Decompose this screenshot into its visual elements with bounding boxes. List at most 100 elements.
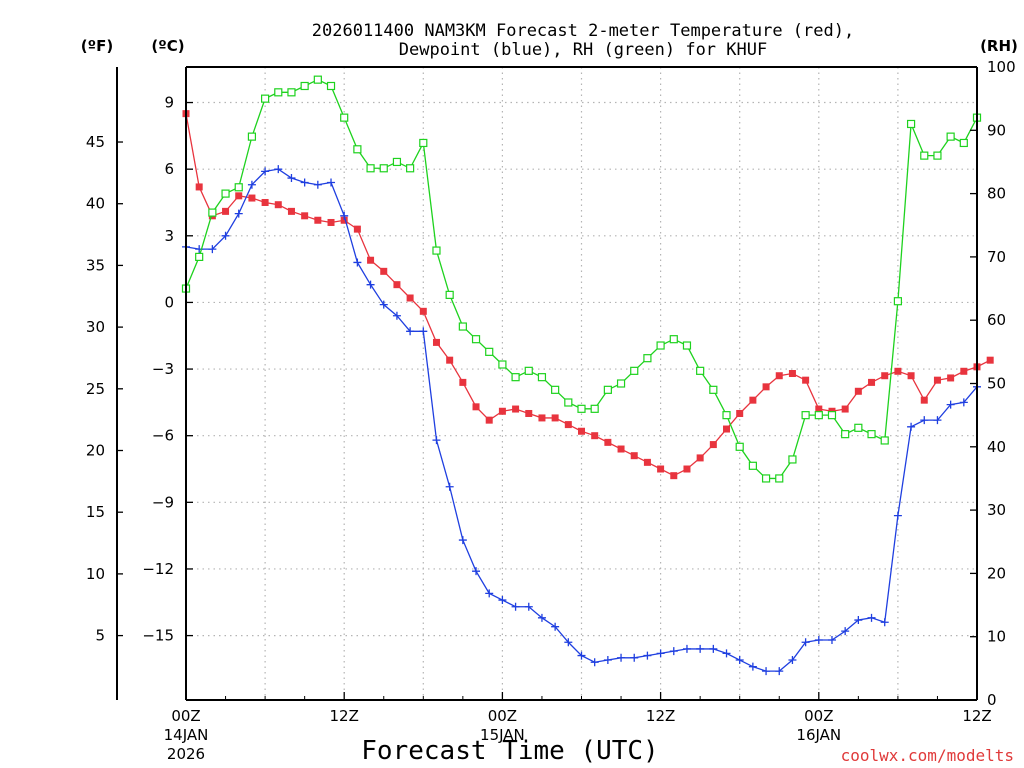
series-2-point-13 <box>353 145 362 154</box>
x-tick-date-4: 16JAN <box>796 726 841 744</box>
series-2-point-53 <box>880 436 889 445</box>
series-2-point-10 <box>313 75 322 84</box>
rh-unit-label: (RH) <box>980 37 1018 55</box>
series-1-point-47 <box>801 638 810 647</box>
series-1-point-36 <box>656 649 665 658</box>
series-1-point-58 <box>946 400 955 409</box>
series-2-point-54 <box>893 297 903 306</box>
series-0-point-7 <box>274 201 282 209</box>
fahrenheit-tick-label-4: 25 <box>86 380 105 398</box>
rh-tick-label-1: 10 <box>987 628 1006 646</box>
series-1-point-41 <box>722 649 731 658</box>
x-axis-label: Forecast Time (UTC) <box>361 736 658 766</box>
celsius-tick-label-5: −6 <box>152 427 174 445</box>
series-2-point-14 <box>366 164 375 173</box>
series-1-point-22 <box>472 567 481 576</box>
rh-tick-label-7: 70 <box>987 248 1006 266</box>
series-0-point-56 <box>920 396 928 404</box>
series-1-point-33 <box>617 653 626 662</box>
series-1-point-37 <box>669 647 678 656</box>
x-tick-label-2: 00Z <box>488 707 517 725</box>
fahrenheit-tick-label-6: 15 <box>86 503 105 521</box>
series-2-point-15 <box>379 164 388 173</box>
series-0-point-35 <box>643 458 651 466</box>
series-2-point-58 <box>946 132 955 141</box>
rh-tick-label-4: 40 <box>987 438 1006 456</box>
series-0-point-36 <box>657 465 665 473</box>
series-0-point-25 <box>512 405 520 413</box>
series-0-point-39 <box>696 454 704 462</box>
series-0-point-5 <box>248 194 256 202</box>
series-0-point-43 <box>749 396 757 404</box>
series-1-point-5 <box>247 180 256 189</box>
series-1-point-16 <box>392 311 401 320</box>
x-tick-label-0: 00Z <box>171 707 200 725</box>
series-0-point-53 <box>881 372 889 380</box>
series-2-point-26 <box>524 366 533 375</box>
series-2-point-2 <box>208 208 217 217</box>
series-2-point-31 <box>590 404 599 413</box>
series-0-point-3 <box>222 207 230 215</box>
celsius-tick-label-3: 0 <box>164 293 174 311</box>
series-1-point-31 <box>590 658 599 667</box>
series-1-point-3 <box>221 231 230 240</box>
series-2-point-55 <box>906 119 916 129</box>
series-2-point-22 <box>471 335 481 344</box>
series-1-point-7 <box>274 165 283 174</box>
series-0-point-19 <box>432 338 440 346</box>
series-0-point-44 <box>762 383 770 391</box>
series-2-point-1 <box>195 252 204 261</box>
series-0-point-31 <box>591 432 599 440</box>
series-2-point-37 <box>669 335 678 344</box>
series-0-point-42 <box>736 409 744 417</box>
series-2-point-19 <box>432 246 441 255</box>
fahrenheit-unit-label: (ºF) <box>81 37 113 55</box>
series-1-point-13 <box>353 258 362 267</box>
series-2-point-12 <box>340 113 349 122</box>
series-1-point-28 <box>551 622 560 631</box>
series-2-point-50 <box>841 430 850 439</box>
series-2-point-11 <box>326 81 336 91</box>
series-0-point-30 <box>578 427 585 435</box>
series-0-point-8 <box>287 207 295 215</box>
series-2-point-27 <box>537 373 547 382</box>
series-0-point-18 <box>419 307 427 315</box>
fahrenheit-tick-label-1: 40 <box>86 195 105 213</box>
rh-tick-label-3: 30 <box>987 501 1006 519</box>
series-1-point-21 <box>458 536 467 545</box>
series-2-point-17 <box>406 164 415 173</box>
series-2-point-56 <box>920 151 929 160</box>
series-0-point-58 <box>947 374 955 382</box>
series-1-point-29 <box>564 638 573 647</box>
series-2-point-16 <box>392 157 402 167</box>
series-1-point-39 <box>696 644 705 653</box>
series-1-point-30 <box>577 651 586 660</box>
series-2-point-25 <box>511 373 520 382</box>
series-1-point-56 <box>920 416 929 425</box>
celsius-tick-label-0: 9 <box>164 94 174 112</box>
series-0-point-15 <box>380 267 388 275</box>
series-1-point-20 <box>445 482 454 491</box>
x-tick-label-4: 00Z <box>804 707 833 725</box>
series-1-point-55 <box>907 422 916 431</box>
x-tick-label-5: 12Z <box>962 707 991 725</box>
axes: 9630−3−6−9−12−15454035302520151050102030… <box>86 58 1016 763</box>
series-0-point-32 <box>604 438 612 446</box>
series-2-point-23 <box>485 347 494 356</box>
series-1-point-32 <box>603 656 612 665</box>
series-1-point-25 <box>511 602 520 611</box>
series-2-point-24 <box>498 360 507 369</box>
series-2-point-20 <box>445 290 454 299</box>
fahrenheit-tick-label-5: 20 <box>86 442 105 460</box>
series-2-point-21 <box>458 322 467 331</box>
series-1-point-6 <box>261 167 270 176</box>
series-2-point-5 <box>247 132 257 141</box>
series-1-point-17 <box>406 327 415 336</box>
celsius-tick-label-7: −12 <box>142 560 174 578</box>
series-0-point-41 <box>723 425 731 433</box>
series-1-point-26 <box>524 602 533 611</box>
series-1-point-18 <box>419 327 428 336</box>
series-2-point-6 <box>261 94 270 103</box>
series-2-point-44 <box>761 474 771 483</box>
series-0-point-61 <box>986 356 994 364</box>
